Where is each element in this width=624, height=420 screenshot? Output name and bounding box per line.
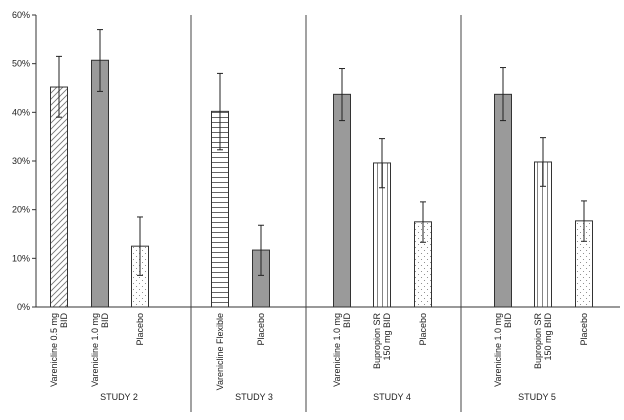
labels: Varenicline 0.5 mgBID Varenicline 1.0 mgB… [49,313,589,402]
category-label-line: 150 mg BID [543,313,553,361]
y-tick-label: 10% [12,253,30,263]
y-tick-label: 50% [12,59,30,69]
category-label: Varenicline 1.0 mgBID [90,313,110,387]
category-label-line: BID [342,313,352,329]
bar-1-1 [50,86,68,308]
category-label: Placebo [579,313,589,346]
category-label: Varenicline Flexible [215,313,225,390]
bar-1-2 [91,59,109,308]
category-label: Placebo [418,313,428,346]
y-tick-label: 60% [12,10,30,20]
category-label: Bupropion SR150 mg BID [533,313,553,370]
category-label-line: BID [503,313,513,329]
category-label-line: Bupropion SR [533,313,543,370]
category-label-line: Placebo [579,313,589,346]
y-tick-label: 30% [12,156,30,166]
category-label-line: Varenicline 1.0 mg [90,313,100,387]
category-label-line: Varenicline 1.0 mg [493,313,503,387]
category-label: Varenicline 1.0 mgBID [332,313,352,387]
category-label-line: Placebo [256,313,266,346]
bars [50,29,593,308]
category-label-line: Placebo [135,313,145,346]
study-label: STUDY 3 [235,392,273,402]
bar-3-1 [333,93,351,308]
bar-4-1 [494,93,512,308]
category-label: Placebo [135,313,145,346]
study-label: STUDY 4 [373,392,411,402]
category-label-line: Bupropion SR [372,313,382,370]
y-tick-label: 20% [12,205,30,215]
study-label: STUDY 5 [518,392,556,402]
category-label-line: Varenicline 0.5 mg [49,313,59,387]
category-label: Varenicline 1.0 mgBID [493,313,513,387]
y-tick-label: 40% [12,107,30,117]
category-label-line: Varenicline Flexible [215,313,225,390]
category-label-line: Placebo [418,313,428,346]
category-label-line: BID [100,313,110,329]
category-label: Varenicline 0.5 mgBID [49,313,69,387]
category-label: Bupropion SR150 mg BID [372,313,392,370]
category-label-line: BID [59,313,69,329]
category-label-line: Varenicline 1.0 mg [332,313,342,387]
category-label: Placebo [256,313,266,346]
y-tick-label: 0% [17,302,30,312]
study-label: STUDY 2 [100,392,138,402]
category-label-line: 150 mg BID [382,313,392,361]
